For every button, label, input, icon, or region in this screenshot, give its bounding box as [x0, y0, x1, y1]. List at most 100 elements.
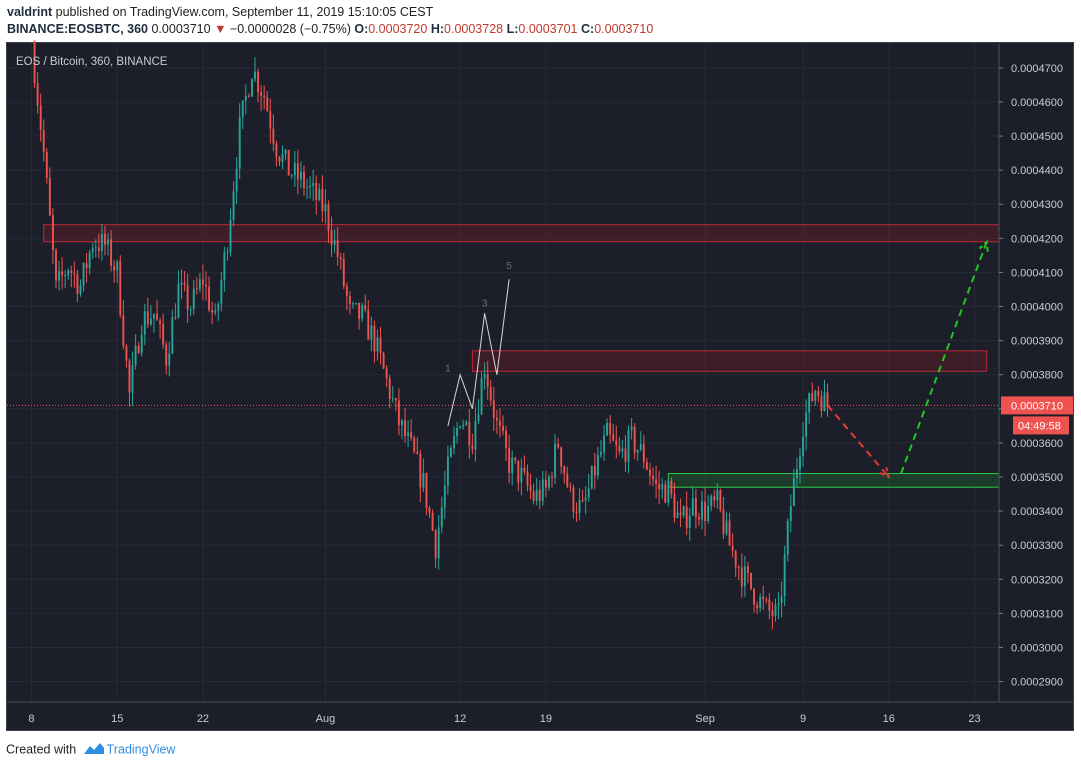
candle-body: [627, 429, 630, 462]
price-axis[interactable]: 0.0004700 0.0004600 0.0004500 0.0004400 0.00…: [999, 63, 1063, 689]
candle-body: [315, 182, 318, 201]
zone-resistance-middle: [471, 350, 988, 372]
time-tick-label: 12: [454, 713, 466, 725]
price-tick-label: 0.0003300: [1011, 540, 1063, 552]
candle-body: [701, 501, 703, 520]
candle-body: [551, 476, 553, 478]
projection-bearish-arrowhead: [879, 467, 891, 479]
candle-body: [174, 317, 177, 319]
candle-body: [468, 421, 471, 446]
candles: [33, 40, 829, 630]
candle-body: [618, 445, 621, 452]
candle-body: [630, 426, 633, 430]
candle-body: [596, 455, 599, 476]
close-label: C:: [580, 22, 595, 36]
candle-body: [682, 506, 685, 516]
candle-body: [434, 530, 437, 559]
candle-body: [128, 360, 131, 393]
candle-body: [165, 344, 168, 366]
candle-body: [257, 71, 260, 93]
projection-bearish: [826, 404, 890, 478]
candle-body: [431, 512, 434, 531]
candle-body: [753, 588, 756, 605]
candle-body: [321, 188, 324, 212]
candle-body: [649, 469, 651, 476]
candle-body: [327, 204, 330, 231]
candle-body: [45, 151, 48, 179]
candle-body: [541, 479, 544, 502]
candle-body: [557, 443, 560, 448]
candle-body: [134, 345, 137, 366]
candle-body: [799, 456, 801, 470]
candle-body: [514, 457, 517, 461]
candle-body: [186, 284, 189, 310]
candle-body: [780, 596, 783, 604]
price-tick-label: 0.0003400: [1011, 506, 1063, 518]
candle-body: [168, 353, 171, 366]
candle-body: [385, 368, 388, 379]
candle-body: [373, 325, 376, 352]
price-tick-label: 0.0003500: [1011, 472, 1063, 484]
candle-body: [413, 437, 416, 452]
time-tick-label: 9: [800, 713, 806, 725]
candle-body: [324, 204, 327, 212]
candle-body: [566, 473, 569, 487]
candle-body: [376, 337, 379, 352]
candle-body: [76, 274, 79, 294]
candle-body: [621, 448, 624, 452]
candle-body: [789, 505, 792, 521]
candle-body: [131, 365, 134, 393]
candle-body: [336, 240, 339, 258]
price-tick-label: 0.0003800: [1011, 370, 1063, 382]
candle-body: [465, 421, 468, 425]
candle-body: [615, 440, 618, 446]
candle-body: [382, 353, 385, 369]
candle-body: [642, 444, 645, 463]
candle-body: [407, 432, 410, 437]
candle-body: [217, 303, 220, 311]
candle-body: [486, 373, 489, 388]
candle-body: [348, 296, 351, 305]
candle-body: [67, 270, 70, 276]
candle-body: [679, 512, 682, 516]
tradingview-link[interactable]: TradingView: [106, 742, 176, 757]
candle-body: [526, 471, 529, 486]
candle-body: [367, 309, 370, 340]
candle-body: [443, 485, 446, 508]
candle-body: [762, 596, 765, 600]
candle-body: [817, 390, 820, 397]
last-price-marker: 0.0003710 04:49:58: [1001, 396, 1073, 435]
created-with-text: Created with: [6, 742, 77, 757]
price-tick-label: 0.0004700: [1011, 63, 1063, 75]
candle-body: [394, 398, 397, 401]
wave-path: [447, 279, 510, 426]
candle-body: [82, 263, 85, 286]
candle-body: [450, 447, 452, 457]
candle-body: [593, 466, 596, 476]
author-name[interactable]: valdrint: [7, 5, 53, 19]
time-axis[interactable]: 8 15 22 Aug 12 19 Sep 9 16 23: [28, 713, 980, 725]
candle-body: [502, 425, 504, 431]
candle-body: [410, 432, 413, 438]
candle-body: [759, 596, 762, 609]
candle-body: [786, 520, 789, 555]
projection-bullish-arrowhead: [978, 239, 989, 252]
candle-body: [820, 396, 823, 411]
candle-body: [299, 171, 302, 180]
tradingview-logo-icon[interactable]: [83, 742, 105, 758]
candle-body: [137, 345, 140, 354]
candle-body: [532, 491, 535, 501]
candle-body: [287, 149, 290, 176]
candle-body: [440, 507, 443, 528]
zone-resistance-upper: [43, 224, 1000, 243]
candle-body: [107, 239, 109, 245]
candle-body: [352, 303, 354, 305]
candle-body: [61, 271, 64, 276]
candle-body: [229, 219, 232, 253]
candle-body: [624, 448, 627, 462]
candle-body: [704, 501, 707, 522]
candle-body: [312, 182, 315, 186]
candle-body: [284, 149, 287, 154]
last-price: 0.0003710: [151, 22, 211, 36]
